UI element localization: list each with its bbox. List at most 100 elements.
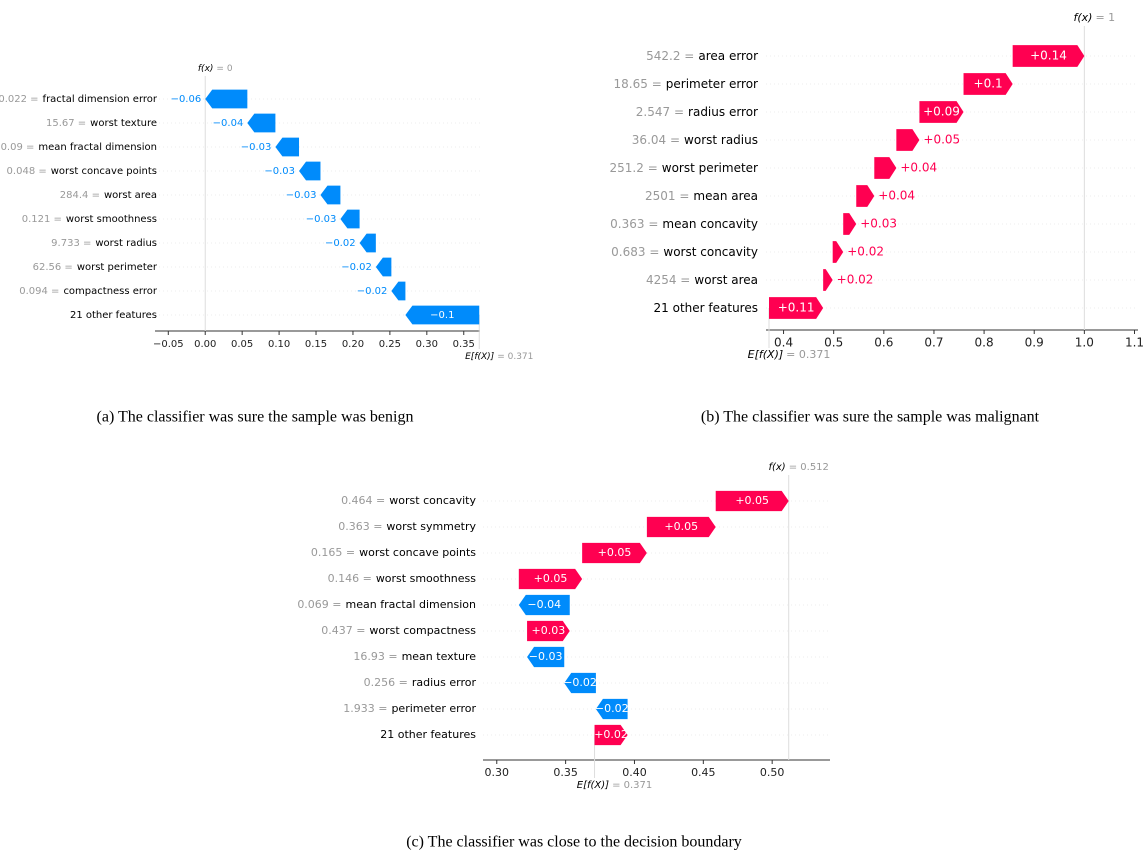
x-tick-label: 1.0: [1075, 336, 1094, 350]
feature-name: worst concave points: [359, 546, 476, 559]
waterfall-chart: 0.30 0.35 0.40 0.45 0.50 f(x) = 0.512 E[f(X)] = …: [297, 462, 830, 851]
feature-name: worst concave points: [51, 166, 157, 177]
fx-name: f(x): [198, 64, 214, 74]
bar: [874, 157, 897, 179]
feature-name: worst texture: [90, 118, 157, 129]
feature-value: 251.2 =: [610, 161, 658, 175]
feature-value: 0.437 =: [321, 624, 365, 637]
x-tick-label: 0.7: [924, 336, 943, 350]
bar: [594, 724, 628, 746]
feature-value: 0.094 =: [19, 286, 59, 297]
feature-value: 0.022 =: [0, 94, 39, 105]
x-tick-label: 1.1: [1125, 336, 1144, 350]
value-label: −0.03: [306, 214, 337, 225]
feature-value: 4254 =: [646, 273, 690, 287]
value-label: +0.11: [778, 301, 815, 315]
fx-value: = 1: [1095, 11, 1115, 24]
feature-value: 0.048 =: [7, 166, 47, 177]
feature-name: worst concavity: [663, 245, 758, 259]
feature-value: 2.547 =: [636, 105, 684, 119]
value-label: +0.03: [860, 217, 897, 231]
feature-label: 0.363 = mean concavity: [610, 217, 758, 231]
bar: [275, 137, 300, 157]
x-tick-label: 0.05: [231, 339, 253, 350]
feature-value: 2501 =: [645, 189, 689, 203]
feature-name: 21 other features: [70, 310, 157, 321]
value-label: −0.06: [171, 94, 202, 105]
feature-value: 542.2 =: [646, 49, 694, 63]
value-label: +0.05: [534, 572, 568, 585]
feature-value: 0.683 =: [611, 245, 659, 259]
bar: [856, 185, 875, 207]
feature-label: 0.022 = fractal dimension error: [0, 94, 158, 105]
feature-value: 0.09 =: [1, 142, 35, 153]
x-tick-label: 0.25: [379, 339, 401, 350]
bar: [527, 620, 570, 642]
feature-name: fractal dimension error: [43, 94, 158, 105]
waterfall-chart: 0.4 0.5 0.6 0.7 0.8 0.9 1.0 1.1f(x) = 1E[f(X)] = …: [610, 11, 1145, 426]
fx-value: = 0: [216, 64, 232, 74]
base-label: E[f(X)] = 0.371: [577, 780, 652, 791]
value-label: −0.02: [595, 702, 629, 715]
value-label: +0.14: [1030, 49, 1067, 63]
feature-value: 1.933 =: [343, 702, 387, 715]
feature-label: 9.733 = worst radius: [51, 238, 157, 249]
feature-label: 21 other features: [654, 301, 758, 315]
value-label: +0.1: [974, 77, 1003, 91]
x-tick-label: 0.40: [622, 766, 647, 779]
feature-name: mean fractal dimension: [346, 598, 476, 611]
feature-value: 0.069 =: [297, 598, 341, 611]
feature-name: worst area: [104, 190, 157, 201]
value-label: −0.03: [264, 166, 295, 177]
base-value: = 0.371: [786, 348, 830, 361]
value-label: +0.05: [598, 546, 632, 559]
value-label: −0.02: [325, 238, 356, 249]
x-tick-label: 0.5: [824, 336, 843, 350]
value-label: +0.04: [878, 189, 915, 203]
bar: [919, 101, 964, 123]
bar: [405, 305, 480, 325]
feature-name: mean area: [693, 189, 758, 203]
bar: [715, 490, 789, 512]
bar: [646, 516, 716, 538]
value-label: −0.04: [527, 598, 561, 611]
feature-value: 36.04 =: [632, 133, 680, 147]
base-name: E[f(X)]: [465, 352, 495, 362]
value-label: −0.03: [286, 190, 317, 201]
feature-label: 1.933 = perimeter error: [343, 702, 476, 715]
x-tick-label: 0.8: [975, 336, 994, 350]
feature-name: worst perimeter: [662, 161, 758, 175]
fx-label: f(x) = 0: [198, 64, 233, 74]
feature-value: 0.146 =: [328, 572, 372, 585]
waterfall-chart: −0.05 0.00 0.05 0.10 0.15 0.20 0.25 0.30 0.35 f(x…: [0, 64, 533, 426]
value-label: −0.02: [563, 676, 597, 689]
x-tick-label: 0.4: [774, 336, 793, 350]
feature-value: 16.93 =: [353, 650, 397, 663]
feature-label: 0.165 = worst concave points: [311, 546, 476, 559]
feature-label: 0.09 = mean fractal dimension: [1, 142, 157, 153]
feature-name: perimeter error: [666, 77, 758, 91]
feature-name: perimeter error: [391, 702, 476, 715]
caption: (a) The classifier was sure the sample w…: [97, 409, 414, 426]
feature-label: 0.094 = compactness error: [19, 286, 158, 297]
bar: [320, 185, 341, 205]
value-label: −0.02: [357, 286, 388, 297]
feature-label: 0.121 = worst smoothness: [22, 214, 157, 225]
fx-name: f(x): [1074, 11, 1093, 24]
feature-name: 21 other features: [654, 301, 758, 315]
x-tick-label: 0.45: [691, 766, 716, 779]
feature-value: 0.464 =: [341, 494, 385, 507]
feature-name: worst perimeter: [77, 262, 158, 273]
bar: [823, 269, 833, 291]
feature-label: 0.363 = worst symmetry: [338, 520, 476, 533]
feature-name: radius error: [688, 105, 758, 119]
bar: [896, 129, 920, 151]
base-label: E[f(X)] = 0.371: [748, 348, 831, 361]
feature-name: worst radius: [684, 133, 758, 147]
feature-name: worst smoothness: [376, 572, 476, 585]
feature-name: 21 other features: [380, 728, 476, 741]
feature-label: 36.04 = worst radius: [632, 133, 758, 147]
feature-label: 18.65 = perimeter error: [614, 77, 759, 91]
feature-label: 2501 = mean area: [645, 189, 758, 203]
feature-value: 0.363 =: [338, 520, 382, 533]
